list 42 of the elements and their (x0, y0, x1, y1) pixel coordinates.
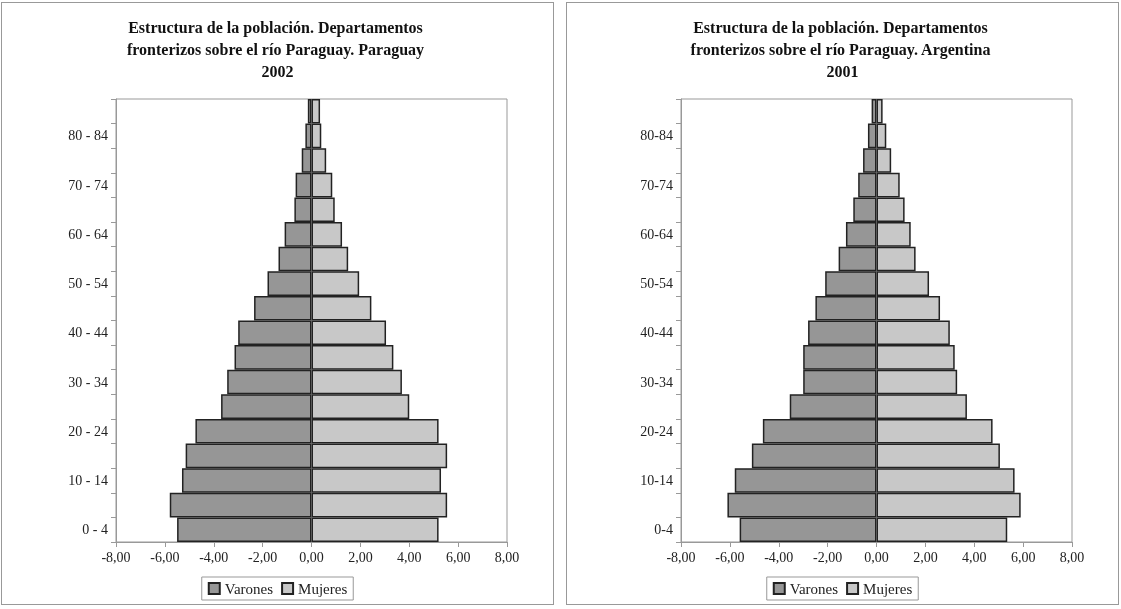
chart-title: Estructura de la población. Departamentos fronterizos sobre el río Paraguay. Paraguay 2002 (126, 18, 429, 80)
x-tick-label: -4,00 (764, 549, 794, 565)
x-tick-label: 0,00 (864, 549, 889, 565)
x-tick-label: 4,00 (397, 549, 422, 565)
x-tick-label: -2,00 (248, 549, 278, 565)
y-tick-label: 70-74 (640, 177, 673, 193)
y-tick-label: 40 - 44 (68, 325, 108, 341)
x-tick-label: -6,00 (150, 549, 180, 565)
x-tick-label: 6,00 (445, 549, 471, 565)
legend-label: Mujeres (298, 580, 348, 597)
y-tick-label: 40-44 (640, 325, 673, 341)
y-tick-label: 70 - 74 (68, 177, 108, 193)
x-tick-label: 2,00 (913, 549, 938, 565)
x-tick-label: -2,00 (813, 549, 843, 565)
x-tick-label: -8,00 (101, 549, 131, 565)
y-tick-label: 60 - 64 (68, 226, 108, 242)
x-tick-label: 8,00 (494, 549, 520, 565)
y-tick-label: 20-24 (640, 423, 673, 439)
x-tick-label: -4,00 (199, 549, 229, 565)
y-tick-label: 50 - 54 (68, 276, 108, 292)
chart-title: Estructura de la población. Departamentos fronterizos sobre el río Paraguay. Argentina 2001 (690, 18, 995, 80)
y-tick-label: 0 - 4 (82, 522, 108, 538)
legend-label: Mujeres (863, 580, 913, 597)
legend-label: Varones (789, 580, 839, 597)
x-tick-label: -6,00 (715, 549, 745, 565)
y-tick-label: 10-14 (640, 472, 673, 488)
y-tick-label: 30 - 34 (68, 374, 108, 390)
x-tick-label: 8,00 (1059, 549, 1085, 565)
y-tick-label: 80 - 84 (68, 128, 108, 144)
x-tick-label: -8,00 (666, 549, 696, 565)
y-tick-label: 80-84 (640, 128, 673, 144)
x-tick-label: 4,00 (962, 549, 987, 565)
x-tick-label: 0,00 (299, 549, 324, 565)
y-tick-label: 10 - 14 (68, 472, 108, 488)
y-tick-label: 20 - 24 (68, 423, 108, 439)
y-tick-label: 0-4 (654, 522, 673, 538)
y-tick-label: 60-64 (640, 226, 673, 242)
y-tick-label: 30-34 (640, 374, 673, 390)
x-tick-label: 6,00 (1010, 549, 1036, 565)
y-tick-label: 50-54 (640, 276, 673, 292)
x-tick-label: 2,00 (348, 549, 373, 565)
legend-label: Varones (224, 580, 274, 597)
